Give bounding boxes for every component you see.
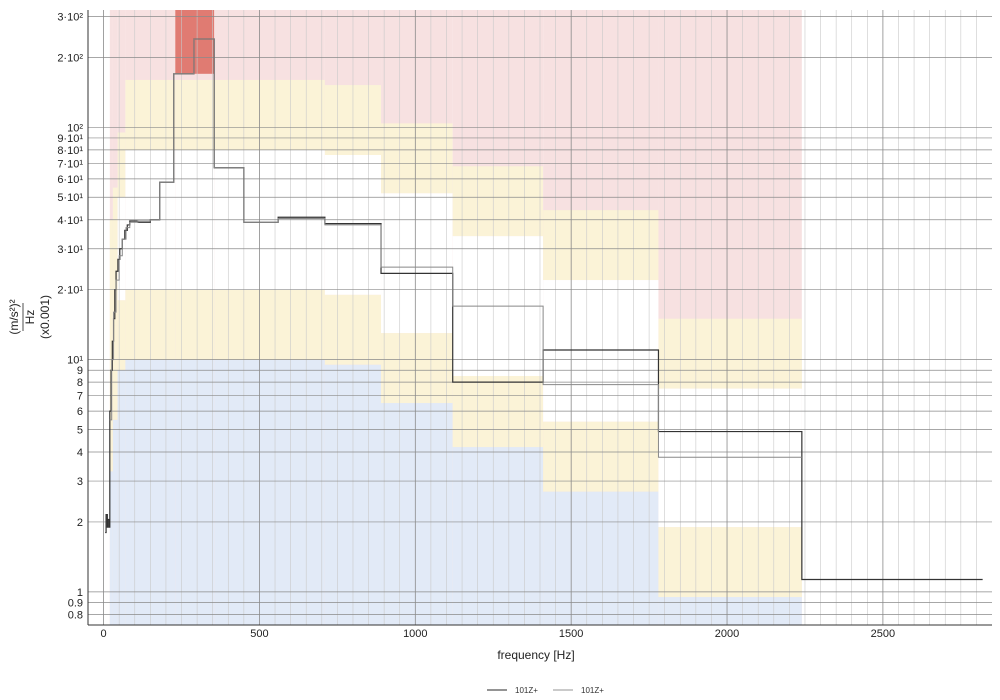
series-lines (105, 38, 983, 581)
y-tick-label: 4·10¹ (57, 215, 83, 227)
y-tick-label: 2·10¹ (57, 285, 83, 297)
lower-warning-band-8 (452, 375, 544, 448)
y-tick-label: 8·10¹ (57, 145, 83, 157)
normal-band-5 (214, 359, 325, 625)
y-tick-label: 10¹ (67, 355, 83, 367)
x-axis-title: frequency [Hz] (497, 648, 574, 662)
y-tick-label: 7·10¹ (57, 158, 83, 170)
grid (88, 10, 992, 625)
y-axis-title-denominator: Hz (23, 310, 37, 325)
normal-band-7 (381, 403, 453, 625)
y-tick-label: 1 (77, 587, 83, 599)
legend-label-1: 101Z+ (515, 686, 538, 695)
x-tick-label: 1500 (559, 628, 583, 640)
alarm-exceeded-band-4 (175, 10, 215, 74)
legend: 101Z+ 101Z+ (487, 686, 604, 695)
y-tick-label: 10² (67, 122, 83, 134)
upper-warning-band-0 (109, 219, 113, 389)
y-tick-label: 0.8 (68, 609, 83, 621)
y-tick-label: 3·10¹ (57, 244, 83, 256)
normal-band-1 (112, 419, 118, 625)
x-tick-label: 2500 (871, 628, 895, 640)
y-tick-label: 4 (77, 447, 83, 459)
lower-warning-band-0 (109, 388, 113, 472)
lower-warning-band-9 (543, 421, 659, 492)
normal-band-9 (543, 491, 659, 625)
legend-item-1[interactable]: 101Z+ (487, 686, 538, 695)
y-axis-title-numerator: (m/s²)² (7, 299, 21, 334)
legend-label-2: 101Z+ (581, 686, 604, 695)
y-tick-label: 5·10¹ (57, 192, 83, 204)
y-tick-label: 9 (77, 365, 83, 377)
normal-window-7 (381, 193, 453, 334)
y-tick-label: 8 (77, 377, 83, 389)
y-tick-label: 5 (77, 425, 83, 437)
y-tick-label: 7 (77, 391, 83, 403)
series-line-2 (109, 38, 802, 458)
normal-window-10 (658, 388, 802, 528)
normal-band-2 (117, 370, 126, 625)
normal-band-0 (109, 471, 113, 625)
x-tick-label: 2000 (715, 628, 739, 640)
lower-warning-band-2 (117, 300, 126, 371)
y-axis-title: (m/s²)² Hz (x0.001) (7, 295, 52, 339)
upper-warning-band-9 (543, 210, 659, 281)
upper-warning-band-2 (117, 132, 126, 198)
y-tick-label: 0.9 (68, 597, 83, 609)
normal-band-8 (452, 447, 544, 625)
limit-bands (109, 10, 802, 625)
upper-warning-band-7 (381, 123, 453, 194)
lower-warning-band-4 (175, 289, 215, 360)
y-tick-label: 3·10² (57, 12, 83, 24)
y-tick-label: 3 (77, 476, 83, 488)
x-tick-label: 500 (250, 628, 268, 640)
x-tick-label: 1000 (403, 628, 427, 640)
y-tick-label: 9·10¹ (57, 133, 83, 145)
lower-warning-band-1 (112, 325, 118, 420)
upper-warning-band-10 (658, 318, 802, 389)
axes (87, 10, 992, 626)
legend-item-2[interactable]: 101Z+ (553, 686, 604, 695)
lower-warning-band-7 (381, 333, 453, 404)
normal-window-9 (543, 280, 659, 422)
normal-band-10 (658, 597, 802, 625)
y-axis-title-scale: (x0.001) (38, 295, 52, 339)
y-tick-label: 2 (77, 517, 83, 529)
upper-warning-band-5 (214, 79, 325, 150)
upper-warning-band-1 (112, 187, 118, 326)
lower-warning-band-5 (214, 289, 325, 360)
upper-warning-band-4 (175, 79, 215, 150)
lower-warning-band-10 (658, 527, 802, 598)
y-tick-label: 2·10² (57, 52, 83, 64)
y-tick-label: 6·10¹ (57, 174, 83, 186)
normal-band-4 (175, 359, 215, 625)
series-line-1 (105, 38, 983, 581)
upper-warning-band-8 (452, 166, 544, 237)
y-tick-label: 6 (77, 406, 83, 418)
x-tick-label: 0 (101, 628, 107, 640)
